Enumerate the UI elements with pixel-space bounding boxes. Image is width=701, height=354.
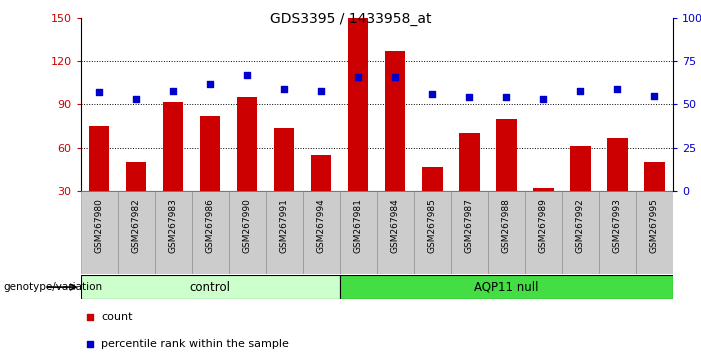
Bar bbox=[525, 191, 562, 274]
Point bbox=[130, 96, 142, 102]
Text: GSM267993: GSM267993 bbox=[613, 198, 622, 253]
Text: GSM267987: GSM267987 bbox=[465, 198, 474, 253]
Bar bbox=[599, 191, 636, 274]
Text: AQP11 null: AQP11 null bbox=[474, 281, 538, 293]
Bar bbox=[126, 162, 147, 191]
Bar bbox=[607, 138, 627, 191]
Bar bbox=[348, 18, 369, 191]
Bar bbox=[644, 162, 665, 191]
Point bbox=[649, 93, 660, 98]
Text: GSM267989: GSM267989 bbox=[539, 198, 548, 253]
Bar bbox=[200, 116, 220, 191]
Bar bbox=[496, 119, 517, 191]
Bar bbox=[155, 191, 191, 274]
Text: GSM267981: GSM267981 bbox=[354, 198, 363, 253]
Text: GSM267994: GSM267994 bbox=[317, 198, 326, 252]
Bar bbox=[266, 191, 303, 274]
Bar bbox=[414, 191, 451, 274]
Point bbox=[168, 88, 179, 93]
Text: GSM267991: GSM267991 bbox=[280, 198, 289, 253]
Bar bbox=[303, 191, 340, 274]
Bar bbox=[377, 191, 414, 274]
Bar bbox=[274, 127, 294, 191]
Point bbox=[464, 95, 475, 100]
Text: GSM267985: GSM267985 bbox=[428, 198, 437, 253]
Point bbox=[501, 95, 512, 100]
Bar bbox=[311, 155, 332, 191]
Text: genotype/variation: genotype/variation bbox=[4, 282, 102, 292]
Text: GSM267984: GSM267984 bbox=[390, 198, 400, 252]
Bar bbox=[340, 275, 673, 299]
Text: GSM267982: GSM267982 bbox=[132, 198, 141, 252]
Text: control: control bbox=[190, 281, 231, 293]
Point bbox=[84, 314, 95, 320]
Point bbox=[612, 86, 623, 92]
Bar bbox=[81, 275, 340, 299]
Bar bbox=[562, 191, 599, 274]
Bar bbox=[229, 191, 266, 274]
Bar bbox=[163, 102, 184, 191]
Text: GSM267990: GSM267990 bbox=[243, 198, 252, 253]
Point bbox=[242, 72, 253, 78]
Bar bbox=[459, 133, 479, 191]
Point bbox=[538, 96, 549, 102]
Bar bbox=[385, 51, 405, 191]
Text: GSM267986: GSM267986 bbox=[205, 198, 215, 253]
Point bbox=[315, 88, 327, 93]
Text: percentile rank within the sample: percentile rank within the sample bbox=[102, 339, 290, 349]
Bar bbox=[533, 188, 554, 191]
Text: GSM267992: GSM267992 bbox=[576, 198, 585, 252]
Bar bbox=[81, 191, 118, 274]
Bar bbox=[237, 97, 257, 191]
Bar bbox=[570, 146, 590, 191]
Bar bbox=[118, 191, 155, 274]
Point bbox=[575, 88, 586, 93]
Bar bbox=[636, 191, 673, 274]
Text: GDS3395 / 1433958_at: GDS3395 / 1433958_at bbox=[270, 12, 431, 27]
Point bbox=[93, 90, 104, 95]
Point bbox=[390, 74, 401, 80]
Bar bbox=[191, 191, 229, 274]
Bar bbox=[340, 191, 377, 274]
Point bbox=[205, 81, 216, 86]
Point bbox=[353, 74, 364, 80]
Text: GSM267980: GSM267980 bbox=[95, 198, 104, 253]
Bar bbox=[451, 191, 488, 274]
Text: GSM267995: GSM267995 bbox=[650, 198, 659, 253]
Bar bbox=[89, 126, 109, 191]
Point bbox=[427, 91, 438, 97]
Text: count: count bbox=[102, 312, 133, 322]
Bar bbox=[422, 167, 442, 191]
Bar bbox=[488, 191, 525, 274]
Text: GSM267988: GSM267988 bbox=[502, 198, 511, 253]
Point bbox=[84, 341, 95, 347]
Text: GSM267983: GSM267983 bbox=[169, 198, 177, 253]
Point bbox=[278, 86, 290, 92]
